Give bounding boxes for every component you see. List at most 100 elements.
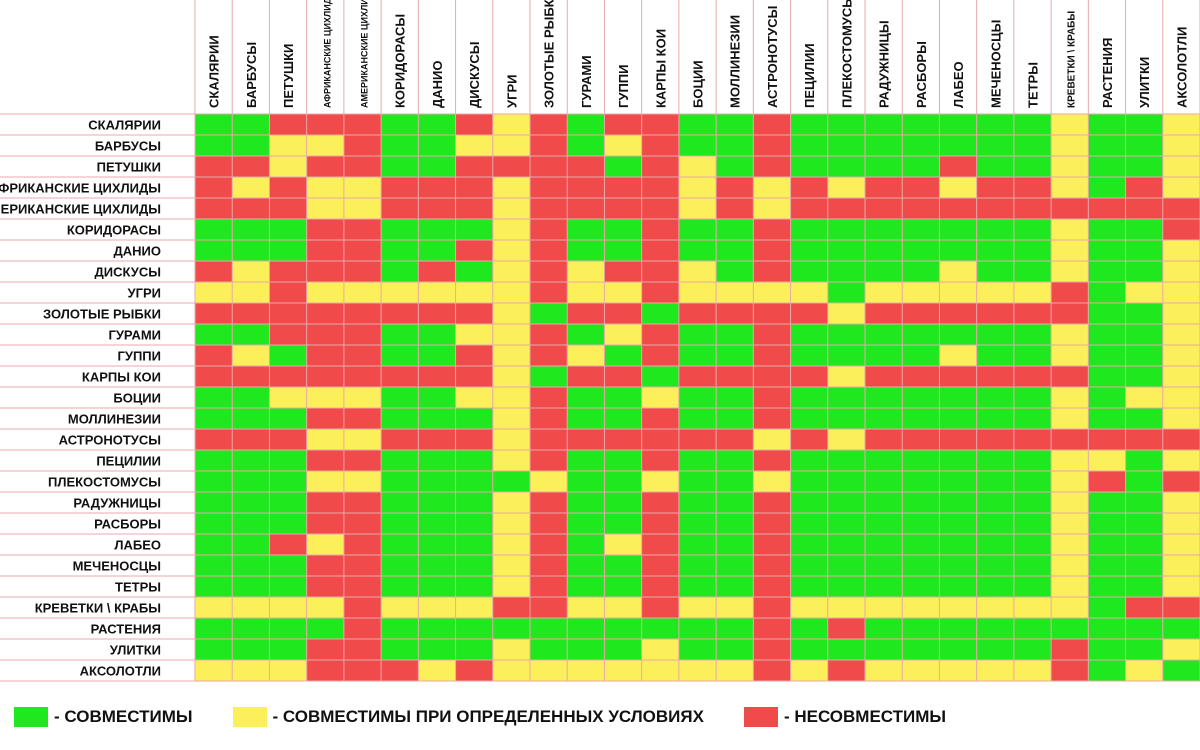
- heatmap-cell: [1013, 618, 1052, 639]
- heatmap-cell: [1162, 555, 1200, 576]
- heatmap-cell: [418, 408, 456, 429]
- heatmap-cell: [1088, 282, 1126, 303]
- heatmap-cell: [976, 198, 1014, 219]
- heatmap-cell: [790, 387, 828, 408]
- heatmap-cell: [865, 345, 903, 366]
- heatmap-cell: [567, 240, 605, 261]
- heatmap-cell: [492, 429, 530, 450]
- heatmap-cell: [455, 198, 493, 219]
- heatmap-cell: [418, 513, 456, 534]
- heatmap-cell: [381, 555, 419, 576]
- heatmap-cell: [269, 240, 307, 261]
- heatmap-cell: [827, 261, 865, 282]
- heatmap-cell: [604, 639, 642, 660]
- heatmap-cell: [1125, 198, 1163, 219]
- heatmap-cell: [567, 177, 605, 198]
- heatmap-cell: [604, 303, 642, 324]
- heatmap-cell: [418, 324, 456, 345]
- column-label-гурами: ГУРАМИ: [579, 55, 594, 108]
- heatmap-cell: [1013, 345, 1052, 366]
- heatmap-cell: [418, 366, 456, 387]
- heatmap-cell: [790, 555, 828, 576]
- heatmap-cell: [306, 261, 344, 282]
- heatmap-cell: [530, 156, 568, 177]
- heatmap-cell: [790, 240, 828, 261]
- heatmap-cell: [381, 198, 419, 219]
- heatmap-cell: [1051, 639, 1089, 660]
- heatmap-cell: [1162, 282, 1200, 303]
- heatmap-cell: [1125, 429, 1163, 450]
- heatmap-cell: [530, 261, 568, 282]
- heatmap-cell: [1125, 366, 1163, 387]
- heatmap-cell: [195, 261, 233, 282]
- heatmap-cell: [269, 345, 307, 366]
- heatmap-cell: [567, 450, 605, 471]
- heatmap-cell: [232, 282, 270, 303]
- heatmap-cell: [381, 492, 419, 513]
- heatmap-cell: [827, 366, 865, 387]
- heatmap-cell: [976, 555, 1014, 576]
- heatmap-cell: [492, 555, 530, 576]
- heatmap-cell: [232, 387, 270, 408]
- heatmap-cell: [530, 618, 568, 639]
- heatmap-cell: [678, 618, 717, 639]
- heatmap-cell: [1013, 576, 1052, 597]
- heatmap-cell: [1125, 177, 1163, 198]
- heatmap-cell: [232, 240, 270, 261]
- heatmap-cell: [343, 114, 382, 135]
- heatmap-cell: [567, 660, 605, 681]
- heatmap-cell: [902, 618, 940, 639]
- heatmap-cell: [1088, 660, 1126, 681]
- heatmap-cell: [716, 135, 754, 156]
- heatmap-cell: [1125, 555, 1163, 576]
- legend-label-incompatible: - НЕСОВМЕСТИМЫ: [783, 707, 947, 726]
- heatmap-cell: [716, 618, 754, 639]
- heatmap-cell: [1088, 534, 1126, 555]
- heatmap-cell: [269, 555, 307, 576]
- heatmap-cell: [381, 114, 419, 135]
- heatmap-cell: [232, 576, 270, 597]
- heatmap-cell: [492, 282, 530, 303]
- heatmap-cell: [306, 492, 344, 513]
- heatmap-cell: [641, 534, 679, 555]
- heatmap-cell: [753, 261, 791, 282]
- heatmap-cell: [716, 240, 754, 261]
- heatmap-cell: [195, 366, 233, 387]
- heatmap-cell: [530, 177, 568, 198]
- heatmap-cell: [530, 429, 568, 450]
- heatmap-cell: [492, 240, 530, 261]
- heatmap-cell: [567, 114, 605, 135]
- heatmap-cell: [604, 576, 642, 597]
- row-label-данио: ДАНИО: [114, 244, 162, 259]
- column-label-угри: УГРИ: [504, 75, 519, 108]
- heatmap-cell: [232, 219, 270, 240]
- heatmap-cell: [269, 429, 307, 450]
- heatmap-cell: [790, 324, 828, 345]
- heatmap-cell: [455, 471, 493, 492]
- heatmap-cell: [1088, 240, 1126, 261]
- heatmap-cell: [530, 513, 568, 534]
- heatmap-cell: [1088, 345, 1126, 366]
- heatmap-cell: [343, 492, 382, 513]
- row-label-лабео: ЛАБЕО: [114, 538, 161, 553]
- heatmap-cell: [790, 408, 828, 429]
- heatmap-cell: [902, 324, 940, 345]
- heatmap-cell: [716, 408, 754, 429]
- heatmap-cell: [343, 387, 382, 408]
- heatmap-cell: [1013, 366, 1052, 387]
- heatmap-cell: [343, 345, 382, 366]
- heatmap-cell: [641, 282, 679, 303]
- heatmap-cell: [1125, 450, 1163, 471]
- column-label-данио: ДАНИО: [430, 60, 445, 108]
- heatmap-cell: [753, 240, 791, 261]
- heatmap-cell: [269, 177, 307, 198]
- heatmap-cell: [418, 597, 456, 618]
- heatmap-cell: [1162, 345, 1200, 366]
- heatmap-cell: [939, 198, 977, 219]
- heatmap-cell: [306, 303, 344, 324]
- heatmap-cell: [530, 198, 568, 219]
- heatmap-cell: [902, 366, 940, 387]
- heatmap-cell: [604, 387, 642, 408]
- heatmap-cell: [343, 576, 382, 597]
- heatmap-cell: [269, 492, 307, 513]
